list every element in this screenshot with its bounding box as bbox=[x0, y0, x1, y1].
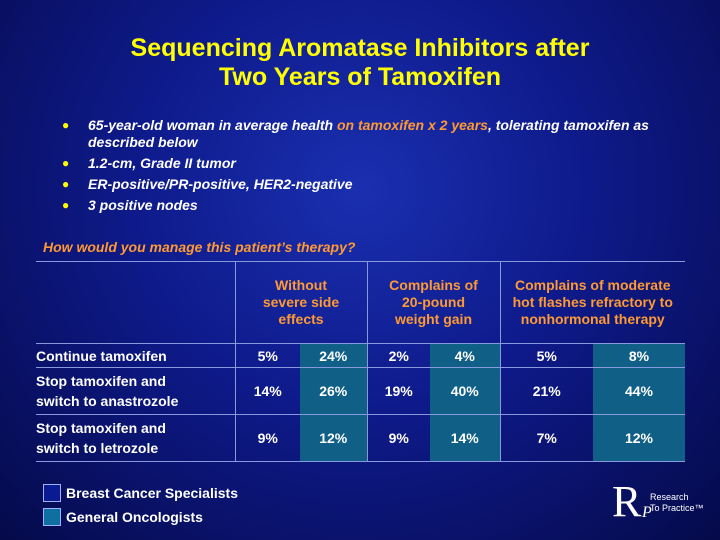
title-line-2: Two Years of Tamoxifen bbox=[218, 63, 502, 91]
cell-oncologists: 12% bbox=[593, 414, 685, 462]
bullet-item: ● 3 positive nodes bbox=[62, 197, 662, 214]
bullet-item: ● ER-positive/PR-positive, HER2-negative bbox=[62, 176, 662, 193]
logo-r-letter: R bbox=[612, 477, 642, 526]
logo-p-letter: P bbox=[642, 504, 652, 521]
bullet-item: ● 65-year-old woman in average health on… bbox=[62, 117, 662, 151]
legend-item-specialists: Breast Cancer Specialists bbox=[43, 484, 238, 502]
bullet-text-after: , tolerating tamoxifen as described belo… bbox=[88, 117, 649, 150]
bullet-item: ● 1.2-cm, Grade II tumor bbox=[62, 155, 662, 172]
bullet-text: 1.2-cm, Grade II tumor bbox=[88, 155, 236, 171]
cell-specialists: 5% bbox=[235, 343, 300, 368]
cell-oncologists: 26% bbox=[300, 367, 368, 415]
cell-specialists: 9% bbox=[235, 414, 300, 462]
cell-oncologists: 4% bbox=[430, 343, 501, 368]
survey-question: How would you manage this patient’s ther… bbox=[43, 239, 356, 255]
oncologists-swatch-icon bbox=[43, 508, 61, 526]
title-line-1: Sequencing Aromatase Inhibitors after bbox=[130, 34, 590, 62]
cell-specialists: 5% bbox=[500, 343, 593, 368]
cell-oncologists: 12% bbox=[300, 414, 368, 462]
bullet-dot-icon: ● bbox=[62, 156, 70, 170]
header-hot-flashes: Complains of moderate hot flashes refrac… bbox=[500, 261, 685, 344]
cell-specialists: 21% bbox=[500, 367, 593, 415]
research-to-practice-logo: R P Research To Practice™ bbox=[612, 477, 712, 530]
logo-text-to-practice: To Practice™ bbox=[650, 503, 704, 513]
bullet-text: 65-year-old woman in average health bbox=[88, 117, 337, 133]
cell-oncologists: 40% bbox=[430, 367, 501, 415]
bullet-dot-icon: ● bbox=[62, 177, 70, 191]
bullet-highlight: on tamoxifen x 2 years bbox=[336, 117, 488, 133]
header-no-side-effects: Without severe side effects bbox=[235, 261, 368, 344]
specialists-swatch-icon bbox=[43, 484, 61, 502]
header-weight-gain: Complains of 20-pound weight gain bbox=[367, 261, 501, 344]
slide-title: Sequencing Aromatase Inhibitors after Tw… bbox=[0, 34, 720, 92]
results-table: Without severe side effects Complains of… bbox=[36, 261, 685, 462]
table-row: Continue tamoxifen 5% 24% 2% 4% 5% 8% bbox=[36, 343, 685, 368]
bullet-text: ER-positive/PR-positive, HER2-negative bbox=[88, 176, 353, 192]
legend-item-oncologists: General Oncologists bbox=[43, 508, 238, 526]
table-header-row: Without severe side effects Complains of… bbox=[36, 261, 685, 344]
cell-specialists: 14% bbox=[235, 367, 300, 415]
cell-oncologists: 14% bbox=[430, 414, 501, 462]
cell-specialists: 19% bbox=[367, 367, 430, 415]
table-row: Stop tamoxifen and switch to anastrozole … bbox=[36, 367, 685, 415]
header-blank-cell bbox=[36, 261, 236, 344]
legend-label: Breast Cancer Specialists bbox=[66, 485, 238, 501]
cell-specialists: 9% bbox=[367, 414, 430, 462]
legend: Breast Cancer Specialists General Oncolo… bbox=[43, 484, 238, 532]
bullet-dot-icon: ● bbox=[62, 118, 70, 132]
cell-oncologists: 24% bbox=[300, 343, 368, 368]
bullet-text: 3 positive nodes bbox=[88, 197, 198, 213]
table-row: Stop tamoxifen and switch to letrozole 9%… bbox=[36, 414, 685, 462]
legend-label: General Oncologists bbox=[66, 509, 203, 525]
cell-specialists: 2% bbox=[367, 343, 430, 368]
cell-oncologists: 44% bbox=[593, 367, 685, 415]
logo-text-research: Research bbox=[650, 492, 689, 502]
case-bullet-list: ● 65-year-old woman in average health on… bbox=[62, 117, 662, 218]
row-label: Stop tamoxifen and switch to letrozole bbox=[36, 414, 236, 462]
cell-oncologists: 8% bbox=[593, 343, 685, 368]
bullet-dot-icon: ● bbox=[62, 198, 70, 212]
row-label: Continue tamoxifen bbox=[36, 343, 236, 368]
row-label: Stop tamoxifen and switch to anastrozole bbox=[36, 367, 236, 415]
cell-specialists: 7% bbox=[500, 414, 593, 462]
